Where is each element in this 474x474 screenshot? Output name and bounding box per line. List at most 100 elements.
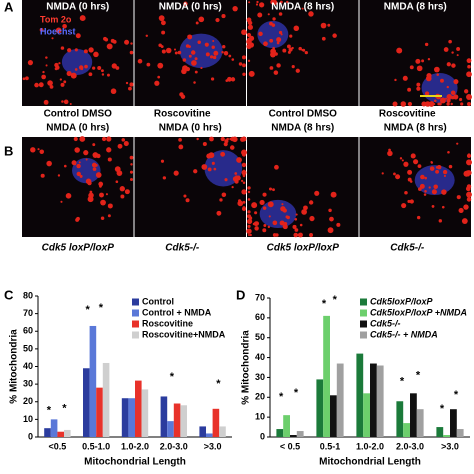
mitochondrion bbox=[262, 206, 267, 210]
mitochondrion bbox=[182, 58, 187, 62]
mitochondrion bbox=[270, 51, 276, 58]
stain-label: Hoechst bbox=[40, 26, 76, 36]
mitochondrion bbox=[97, 66, 102, 70]
mitochondrion bbox=[49, 84, 54, 89]
legend-swatch bbox=[132, 331, 139, 339]
mitochondrion bbox=[436, 73, 439, 76]
mitochondrion bbox=[178, 137, 182, 142]
x-tick-label: 0.5-1 bbox=[320, 441, 341, 451]
mitochondrion bbox=[232, 176, 239, 182]
x-tick-label: <0.5 bbox=[49, 441, 67, 451]
mitochondrion bbox=[402, 75, 408, 81]
mitochondrion bbox=[404, 190, 408, 195]
mitochondrion bbox=[74, 147, 80, 153]
mitochondrion bbox=[282, 48, 287, 53]
mitochondrion bbox=[100, 199, 106, 206]
mitochondrion bbox=[399, 157, 403, 160]
mitochondrion bbox=[120, 194, 125, 199]
mitochondrion bbox=[83, 150, 89, 156]
legend-label: Roscovitine bbox=[142, 318, 193, 328]
bar bbox=[44, 428, 51, 437]
mitochondrion bbox=[37, 148, 40, 151]
mitochondrion bbox=[213, 167, 217, 171]
mitochondrion bbox=[61, 100, 64, 103]
mitochondrion bbox=[92, 66, 96, 70]
mitochondrion bbox=[329, 216, 334, 222]
mitochondrion bbox=[276, 37, 282, 43]
mitochondrion bbox=[274, 164, 279, 170]
mitochondrion bbox=[216, 210, 222, 216]
mitochondrion bbox=[197, 40, 201, 45]
mitochondrion bbox=[240, 179, 244, 183]
mitochondrion bbox=[247, 210, 251, 214]
mitochondrion bbox=[228, 54, 232, 58]
mitochondrion bbox=[130, 42, 133, 45]
mitochondrion bbox=[417, 164, 422, 168]
image-title: NMDA (8 hrs) bbox=[384, 2, 447, 13]
bar bbox=[436, 427, 444, 437]
mitochondrion bbox=[330, 191, 337, 198]
bar bbox=[160, 396, 168, 437]
mitochondrion bbox=[456, 195, 461, 200]
mitochondrion bbox=[450, 90, 456, 96]
mitochondrion bbox=[445, 97, 448, 100]
mitochondrion bbox=[247, 186, 251, 190]
mitochondrion bbox=[421, 101, 427, 107]
mitochondrion bbox=[22, 77, 26, 81]
nucleus bbox=[259, 199, 297, 229]
mitochondrion bbox=[93, 51, 99, 58]
mitochondrion bbox=[129, 170, 134, 174]
legend-swatch bbox=[132, 298, 139, 306]
mitochondrion bbox=[115, 180, 119, 184]
significance-marker: * bbox=[294, 387, 299, 399]
mitochondrion bbox=[226, 76, 232, 82]
mitochondrion bbox=[431, 205, 435, 208]
y-tick-label: 70 bbox=[23, 308, 33, 318]
mitochondrion bbox=[436, 164, 442, 170]
mitochondrion bbox=[267, 225, 271, 229]
mitochondrion bbox=[275, 233, 279, 237]
mitochondrion bbox=[247, 24, 253, 30]
mitochondrion bbox=[466, 101, 472, 107]
mitochondrion bbox=[410, 153, 416, 159]
mitochondrion bbox=[129, 155, 134, 160]
mitochondrion bbox=[185, 198, 190, 203]
mitochondrion bbox=[461, 218, 468, 224]
mitochondrion bbox=[407, 169, 413, 175]
mitochondrion bbox=[439, 97, 446, 104]
mitochondrion bbox=[273, 70, 279, 75]
mitochondrion bbox=[60, 82, 65, 87]
mitochondrion bbox=[448, 164, 453, 169]
mitochondrion bbox=[466, 197, 472, 202]
mitochondrion bbox=[246, 32, 252, 38]
mitochondrion bbox=[182, 65, 188, 72]
mitochondrion bbox=[336, 222, 341, 227]
x-tick-label: 2.0-3.0 bbox=[160, 441, 188, 451]
mitochondrion bbox=[242, 172, 246, 177]
mitochondrion bbox=[185, 44, 190, 48]
mitochondrion bbox=[130, 178, 133, 182]
bar bbox=[416, 409, 424, 437]
mitochondrion bbox=[193, 169, 198, 174]
mitochondrion bbox=[416, 86, 421, 91]
mitochondrion bbox=[119, 186, 125, 192]
mitochondrion bbox=[267, 201, 274, 208]
mitochondrion bbox=[282, 208, 287, 213]
mitochondrion bbox=[205, 52, 210, 57]
mitochondrion bbox=[466, 159, 472, 166]
significance-marker: * bbox=[86, 304, 91, 316]
mitochondrion bbox=[246, 17, 252, 23]
mitochondrion bbox=[88, 72, 93, 77]
mitochondrion bbox=[419, 183, 425, 189]
significance-marker: * bbox=[440, 403, 445, 415]
mitochondrion bbox=[107, 214, 111, 218]
bar bbox=[443, 435, 450, 437]
mitochondrion bbox=[247, 198, 251, 201]
mitochondrion bbox=[222, 44, 226, 49]
legend-swatch bbox=[132, 320, 139, 328]
image-title: NMDA (0 hrs) bbox=[159, 2, 222, 13]
y-tick-label: 10 bbox=[255, 412, 265, 422]
mitochondrion bbox=[421, 59, 425, 63]
mitochondrion bbox=[128, 86, 132, 91]
mitochondrion bbox=[440, 78, 444, 83]
